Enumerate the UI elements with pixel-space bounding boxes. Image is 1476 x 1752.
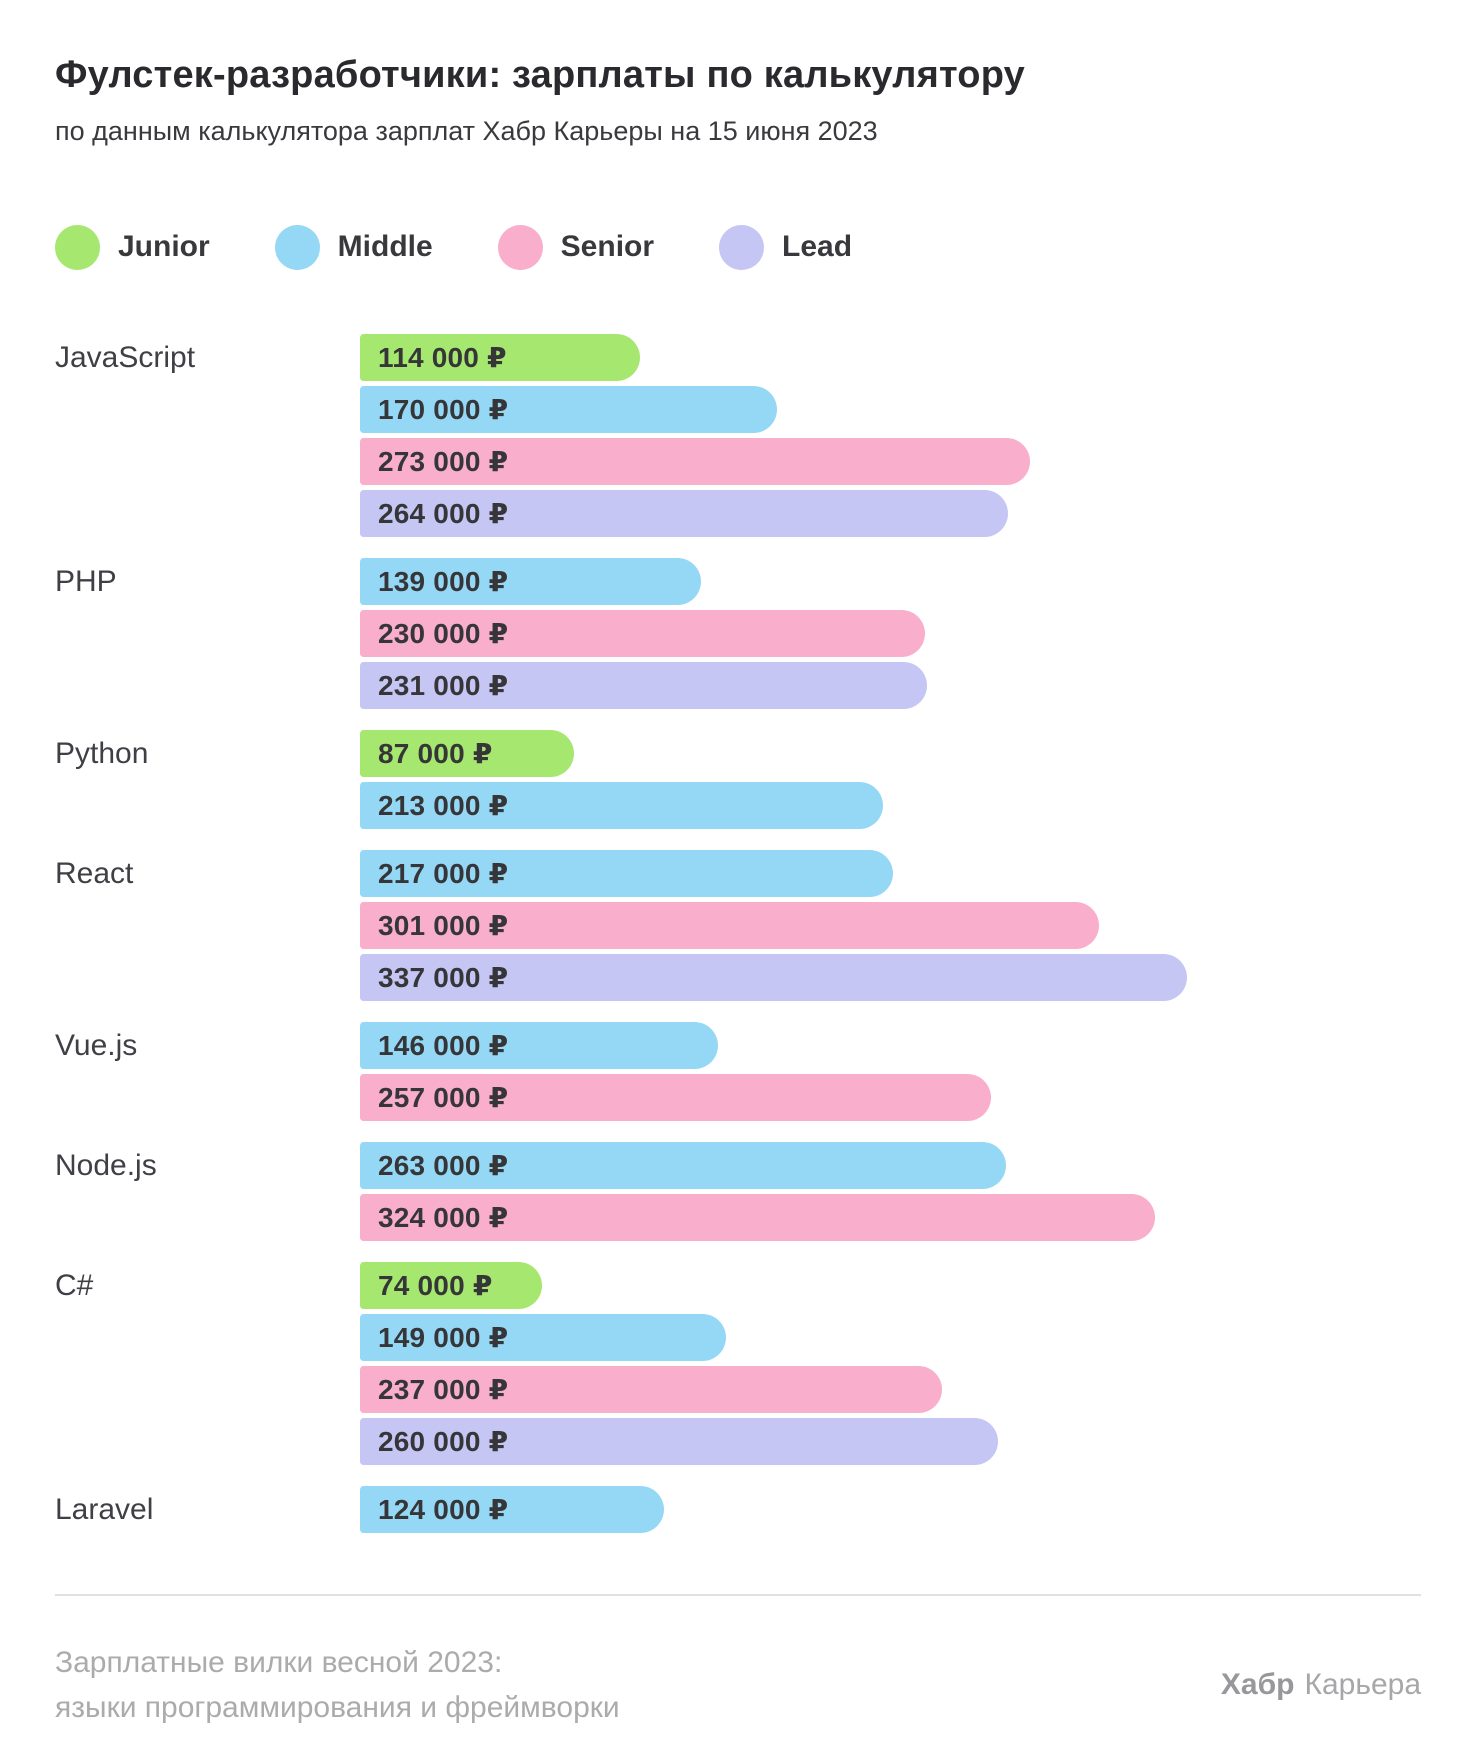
category-label: Python [55, 737, 149, 770]
salary-bar-chart: JavaScript 114 000 ₽ 170 000 ₽ 273 000 ₽ 264… [55, 334, 1421, 1533]
chart-group-javascript: JavaScript 114 000 ₽ 170 000 ₽ 273 000 ₽ 264… [55, 334, 1421, 537]
legend-label: Lead [782, 230, 853, 263]
category-label: PHP [55, 565, 117, 598]
bar-csharp-middle: 149 000 ₽ [360, 1314, 726, 1361]
category-label: Laravel [55, 1493, 154, 1526]
bar-stack: 114 000 ₽ 170 000 ₽ 273 000 ₽ 264 000 ₽ [360, 334, 1421, 537]
bar-csharp-senior: 237 000 ₽ [360, 1366, 942, 1413]
bar-value: 139 000 ₽ [378, 566, 509, 597]
bar-value: 146 000 ₽ [378, 1030, 509, 1061]
category-label: JavaScript [55, 341, 196, 374]
chart-group-csharp: C# 74 000 ₽ 149 000 ₽ 237 000 ₽ 260 000 ₽ [55, 1262, 1421, 1465]
chart-group-react: React 217 000 ₽ 301 000 ₽ 337 000 ₽ [55, 850, 1421, 1001]
bar-value: 87 000 ₽ [378, 738, 493, 769]
middle-color-dot-icon [274, 224, 320, 270]
bar-csharp-junior: 74 000 ₽ [360, 1262, 542, 1309]
chart-group-python: Python 87 000 ₽ 213 000 ₽ [55, 730, 1421, 829]
bar-value: 170 000 ₽ [378, 394, 509, 425]
bar-vue-js-middle: 146 000 ₽ [360, 1022, 718, 1069]
bar-value: 217 000 ₽ [378, 858, 509, 889]
legend-label: Senior [560, 230, 655, 263]
bar-python-junior: 87 000 ₽ [360, 730, 574, 777]
bar-stack: 263 000 ₽ 324 000 ₽ [360, 1142, 1421, 1241]
bar-stack: 139 000 ₽ 230 000 ₽ 231 000 ₽ [360, 558, 1421, 709]
bar-vue-js-senior: 257 000 ₽ [360, 1074, 991, 1121]
footer-caption: Зарплатные вилки весной 2023: языки прог… [55, 1640, 620, 1730]
legend-label: Junior [118, 230, 210, 263]
bar-value: 324 000 ₽ [378, 1202, 509, 1233]
page-subtitle: по данным калькулятора зарплат Хабр Карь… [55, 116, 878, 146]
bar-value: 74 000 ₽ [378, 1270, 493, 1301]
junior-color-dot-icon [55, 224, 100, 270]
legend-label: Middle [337, 230, 433, 263]
chart-group-laravel: Laravel 124 000 ₽ [55, 1486, 1421, 1533]
page-title: Фулстек-разработчики: зарплаты по кальку… [55, 54, 1025, 96]
legend-item-lead: Lead [719, 224, 853, 270]
bar-stack: 217 000 ₽ 301 000 ₽ 337 000 ₽ [360, 850, 1421, 1001]
footer-divider [55, 1594, 1421, 1596]
legend-item-middle: Middle [274, 224, 433, 270]
bar-value: 213 000 ₽ [378, 790, 509, 821]
bar-javascript-junior: 114 000 ₽ [360, 334, 640, 381]
bar-value: 273 000 ₽ [378, 446, 509, 477]
bar-node-js-middle: 263 000 ₽ [360, 1142, 1006, 1189]
bar-value: 337 000 ₽ [378, 962, 509, 993]
bar-value: 260 000 ₽ [378, 1426, 509, 1457]
legend-item-junior: Junior [55, 224, 210, 270]
bar-php-middle: 139 000 ₽ [360, 558, 701, 605]
bar-value: 231 000 ₽ [378, 670, 509, 701]
bar-react-middle: 217 000 ₽ [360, 850, 893, 897]
bar-react-lead: 337 000 ₽ [360, 954, 1187, 1001]
bar-value: 124 000 ₽ [378, 1494, 509, 1525]
category-label: C# [55, 1269, 94, 1302]
bar-value: 257 000 ₽ [378, 1082, 509, 1113]
footer: Зарплатные вилки весной 2023: языки прог… [55, 1640, 1421, 1730]
bar-stack: 146 000 ₽ 257 000 ₽ [360, 1022, 1421, 1121]
lead-color-dot-icon [719, 224, 765, 270]
bar-value: 114 000 ₽ [378, 342, 507, 373]
bar-python-middle: 213 000 ₽ [360, 782, 883, 829]
legend: Junior Middle Senior Lead [55, 224, 1421, 270]
brand-name-bold: Хабр [1220, 1668, 1295, 1701]
chart-group-node-js: Node.js 263 000 ₽ 324 000 ₽ [55, 1142, 1421, 1241]
bar-value: 237 000 ₽ [378, 1374, 509, 1405]
bar-csharp-lead: 260 000 ₽ [360, 1418, 998, 1465]
bar-value: 149 000 ₽ [378, 1322, 509, 1353]
bar-stack: 74 000 ₽ 149 000 ₽ 237 000 ₽ 260 000 ₽ [360, 1262, 1421, 1465]
bar-laravel-middle: 124 000 ₽ [360, 1486, 664, 1533]
bar-php-lead: 231 000 ₽ [360, 662, 927, 709]
bar-php-senior: 230 000 ₽ [360, 610, 925, 657]
bar-node-js-senior: 324 000 ₽ [360, 1194, 1155, 1241]
footer-caption-line1: Зарплатные вилки весной 2023: [55, 1646, 503, 1679]
bar-value: 230 000 ₽ [378, 618, 509, 649]
category-label: Vue.js [55, 1029, 138, 1062]
brand-logo: Хабр Карьера [1221, 1668, 1421, 1702]
footer-caption-line2: языки программирования и фреймворки [55, 1691, 620, 1724]
senior-color-dot-icon [497, 224, 543, 270]
chart-group-php: PHP 139 000 ₽ 230 000 ₽ 231 000 ₽ [55, 558, 1421, 709]
bar-javascript-middle: 170 000 ₽ [360, 386, 777, 433]
category-label: React [55, 857, 134, 890]
chart-group-vue-js: Vue.js 146 000 ₽ 257 000 ₽ [55, 1022, 1421, 1121]
bar-javascript-senior: 273 000 ₽ [360, 438, 1030, 485]
bar-stack: 87 000 ₽ 213 000 ₽ [360, 730, 1421, 829]
bar-react-senior: 301 000 ₽ [360, 902, 1099, 949]
bar-javascript-lead: 264 000 ₽ [360, 490, 1008, 537]
category-label: Node.js [55, 1149, 157, 1182]
bar-value: 263 000 ₽ [378, 1150, 509, 1181]
bar-stack: 124 000 ₽ [360, 1486, 1421, 1533]
bar-value: 301 000 ₽ [378, 910, 509, 941]
bar-value: 264 000 ₽ [378, 498, 509, 529]
legend-item-senior: Senior [497, 224, 655, 270]
brand-name-regular: Карьера [1304, 1668, 1421, 1701]
